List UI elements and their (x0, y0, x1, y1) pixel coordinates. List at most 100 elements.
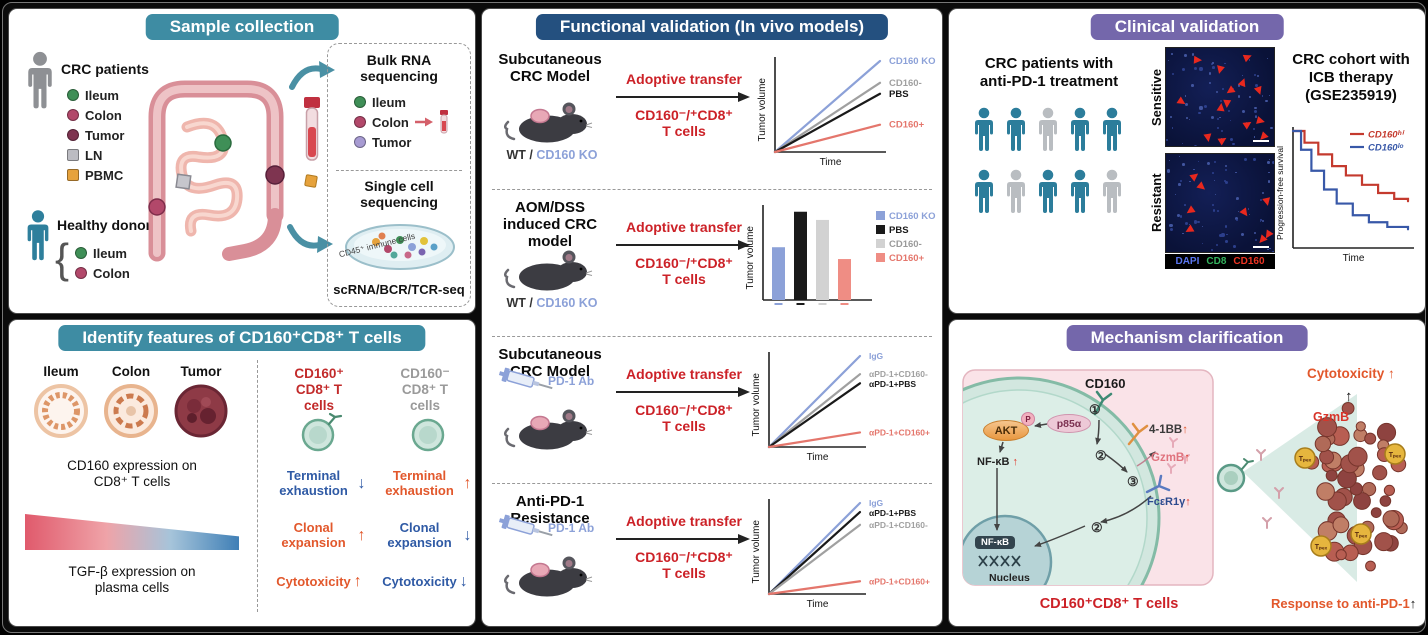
arrow-to-single-cell-icon (287, 223, 333, 257)
bulk-sample-legend: Ileum Colon Tumor (354, 92, 449, 152)
mechanism-panel: Mechanism clarification (948, 319, 1426, 627)
petri-dish-icon (342, 220, 458, 274)
svg-text:αPD-1+PBS: αPD-1+PBS (869, 379, 916, 389)
trait-terminal-exhaustion-pos: Terminal exhaustion ↓ (279, 468, 366, 498)
survival-chart: Progression-free survival CD160ʰⁱ CD160ˡᵒ… (1275, 121, 1418, 265)
sample-dot (75, 247, 87, 259)
nucleus-label: Nucleus (989, 572, 1030, 584)
legend-item-ln: LN (67, 145, 124, 165)
svg-text:Tₚₑₓ: Tₚₑₓ (1299, 456, 1312, 463)
person-icon (1039, 107, 1057, 151)
syringe-icon (498, 367, 556, 396)
legend-item-colon: Colon (75, 263, 130, 283)
transferred-cells-label: CD160⁻/⁺CD8⁺ T cells (635, 107, 733, 139)
transferred-cells-label: CD160⁻/⁺CD8⁺ T cells (635, 255, 733, 287)
patients-caption: CRC patients with anti-PD-1 treatment (979, 55, 1119, 90)
cd160-neg-cell-icon (405, 410, 451, 454)
person-icon (1039, 169, 1057, 213)
person-icon (975, 107, 993, 151)
identify-features-panel: Identify features of CD160⁺CD8⁺ T cells … (8, 319, 476, 627)
svg-text:αPD-1+PBS: αPD-1+PBS (869, 508, 916, 518)
svg-text:αPD-1+CD160+: αPD-1+CD160+ (869, 576, 930, 586)
transfer-label: Adoptive transfer (626, 513, 742, 529)
transfer-arrow-icon (616, 240, 750, 250)
crc-patient-icon (23, 51, 57, 111)
trait-terminal-exhaustion-neg: Terminal exhaustion ↑ (385, 468, 472, 498)
sample-dot (354, 96, 366, 108)
trait-clonal-expansion-pos: Clonal expansion ↑ (281, 520, 366, 550)
person-icon (975, 169, 993, 213)
row-divider (492, 189, 932, 190)
mouse-icon (504, 556, 593, 597)
crc-patients-label: CRC patients (61, 61, 149, 77)
dna-icon (978, 555, 1021, 567)
sequencing-box: Bulk RNA sequencing Ileum Colon Tumor Si… (327, 43, 471, 307)
patient-icon-sensitive (1035, 167, 1061, 217)
step-1: ① (1089, 402, 1101, 417)
ileum-tissue-icon (32, 382, 90, 440)
seq-method-label: scRNA/BCR/TCR-seq (333, 282, 465, 297)
svg-text:PBS: PBS (889, 89, 909, 100)
gzmb-right-label: GzmB (1313, 410, 1350, 424)
transfer-label: Adoptive transfer (626, 366, 742, 382)
sensitive-microscopy-image (1165, 47, 1275, 147)
mouse-caption: WT / CD160 KO (506, 296, 598, 310)
person-icon (1103, 169, 1121, 213)
sample-dot (67, 109, 79, 121)
4-1bb-label: 4-1BB↑ (1149, 424, 1188, 436)
stain-cd160: CD160 (1233, 256, 1265, 267)
clinical-validation-title: Clinical validation (1090, 14, 1284, 40)
svg-text:CD160+: CD160+ (889, 120, 925, 131)
sensitive-label: Sensitive (1149, 68, 1164, 126)
bulk-rna-title: Bulk RNA sequencing (360, 52, 438, 84)
cd160-neg-header: CD160⁻ CD8⁺ T cells (400, 366, 450, 413)
healthy-donors-label: Healthy donors (57, 217, 159, 233)
healthy-donor-icon (23, 209, 53, 263)
single-cell-title: Single cell sequencing (360, 178, 438, 210)
chart3: IgG αPD-1+CD160-αPD-1+PBS αPD-1+CD160+ (767, 351, 930, 449)
cd160-cd8-cells-label: CD160⁺CD8⁺ T cells (1039, 596, 1179, 612)
patient-icon-resistant (1035, 105, 1061, 155)
legend-item-ileum: Ileum (75, 243, 130, 263)
model-row-aomdss: AOM/DSS induced CRC model WT / CD160 KO … (482, 191, 942, 336)
svg-text:αPD-1+CD160-: αPD-1+CD160- (869, 369, 928, 379)
model-row-subq2: Subcutaneous CRC Model PD-1 Ab Adoptive … (482, 338, 942, 483)
stain-dapi: DAPI (1175, 256, 1200, 267)
row-divider (492, 336, 932, 337)
ln-marker (175, 173, 192, 190)
4-1bb-receptor-icon (1127, 422, 1149, 446)
transfer-arrow-icon (616, 534, 750, 544)
patient-icon-resistant (1003, 167, 1029, 217)
person-icon (1007, 107, 1025, 151)
stain-legend: DAPI CD8 CD160 (1165, 254, 1275, 269)
right-column: Clinical validation CRC patients with an… (948, 8, 1426, 627)
transferred-cells-label: CD160⁻/⁺CD8⁺ T cells (635, 549, 733, 581)
mouse-illustration (502, 402, 602, 454)
tumor-marker (265, 165, 285, 185)
sample-dot (67, 89, 79, 101)
svg-text:CD160ˡᵒ: CD160ˡᵒ (1368, 143, 1404, 154)
svg-text:CD160 KO: CD160 KO (889, 56, 935, 67)
patient-icon-sensitive (971, 167, 997, 217)
patient-icon-sensitive (1067, 105, 1093, 155)
svg-text:IgG: IgG (869, 351, 884, 361)
trait-cytotoxicity-neg: Cytotoxicity ↓ (382, 573, 468, 590)
expression-gradient-wedge (25, 514, 239, 550)
legend-item-tumor: Tumor (67, 125, 124, 145)
chart5: CD160ʰⁱ CD160ˡᵒ (1291, 127, 1414, 249)
akt-node: AKT (983, 420, 1029, 441)
panel-divider (257, 360, 258, 612)
antibody-icons (1256, 449, 1284, 529)
adoptive-transfer-block: Adoptive transfer CD160⁻/⁺CD8⁺ T cells (614, 71, 754, 139)
left-column: Sample collection CRC patients Ileum Col… (8, 8, 476, 627)
svg-text:CD160ʰⁱ: CD160ʰⁱ (1368, 130, 1405, 141)
mouse-illustration: WT / CD160 KO (502, 243, 602, 310)
patient-icon-sensitive (1099, 105, 1125, 155)
mouse-icon (504, 250, 593, 291)
functional-validation-title: Functional validation (In vivo models) (535, 14, 889, 40)
svg-text:Tₚₑₓ: Tₚₑₓ (1355, 532, 1368, 539)
adoptive-transfer-block: Adoptive transfer CD160⁻/⁺CD8⁺ T cells (614, 513, 754, 581)
intestine-illustration (127, 57, 305, 285)
